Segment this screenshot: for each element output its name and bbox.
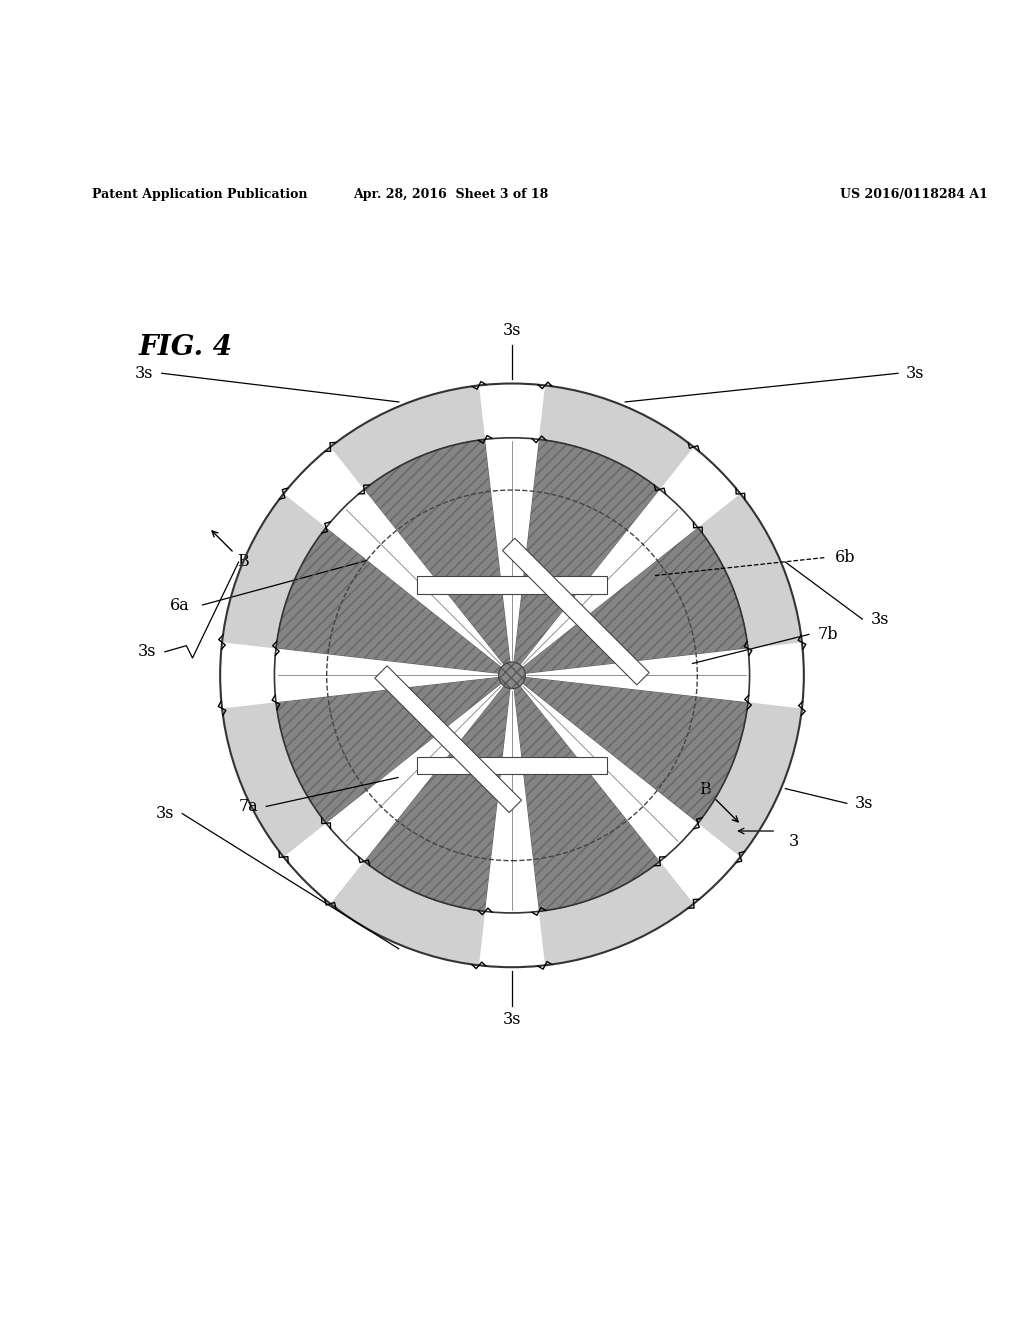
Text: 3s: 3s bbox=[906, 364, 925, 381]
Wedge shape bbox=[485, 438, 539, 676]
Text: 3s: 3s bbox=[503, 322, 521, 339]
Text: 7b: 7b bbox=[817, 626, 838, 643]
Wedge shape bbox=[365, 440, 512, 676]
Wedge shape bbox=[485, 676, 539, 913]
Wedge shape bbox=[659, 447, 740, 528]
Wedge shape bbox=[326, 490, 512, 676]
Wedge shape bbox=[220, 643, 275, 709]
Text: US 2016/0118284 A1: US 2016/0118284 A1 bbox=[840, 187, 987, 201]
Text: 6a: 6a bbox=[170, 597, 189, 614]
Text: B: B bbox=[699, 780, 738, 822]
Wedge shape bbox=[326, 676, 512, 861]
Wedge shape bbox=[659, 824, 740, 904]
Text: 3: 3 bbox=[788, 833, 799, 850]
Text: 3s: 3s bbox=[138, 643, 157, 660]
Wedge shape bbox=[512, 676, 749, 824]
Wedge shape bbox=[274, 648, 512, 702]
Wedge shape bbox=[284, 447, 365, 528]
Wedge shape bbox=[479, 384, 545, 440]
Polygon shape bbox=[503, 539, 649, 685]
Text: 3s: 3s bbox=[503, 1011, 521, 1028]
Wedge shape bbox=[275, 528, 512, 676]
Wedge shape bbox=[512, 490, 698, 676]
Text: FIG. 4: FIG. 4 bbox=[138, 334, 232, 362]
Text: 7a: 7a bbox=[239, 797, 258, 814]
Polygon shape bbox=[417, 577, 607, 594]
Polygon shape bbox=[417, 756, 607, 775]
Wedge shape bbox=[512, 528, 749, 676]
Circle shape bbox=[220, 384, 804, 968]
Text: 3s: 3s bbox=[855, 795, 873, 812]
Text: 3s: 3s bbox=[870, 611, 889, 627]
Text: B: B bbox=[212, 531, 249, 570]
Text: Apr. 28, 2016  Sheet 3 of 18: Apr. 28, 2016 Sheet 3 of 18 bbox=[353, 187, 548, 201]
Wedge shape bbox=[365, 676, 512, 911]
Polygon shape bbox=[375, 665, 521, 813]
Wedge shape bbox=[512, 440, 659, 676]
Wedge shape bbox=[512, 676, 698, 861]
Text: 6b: 6b bbox=[835, 549, 855, 566]
Wedge shape bbox=[512, 676, 659, 911]
Wedge shape bbox=[512, 648, 750, 702]
Text: Patent Application Publication: Patent Application Publication bbox=[92, 187, 307, 201]
Text: 3s: 3s bbox=[156, 805, 174, 822]
Circle shape bbox=[499, 663, 525, 689]
Wedge shape bbox=[479, 911, 545, 968]
Text: 3s: 3s bbox=[135, 364, 154, 381]
Wedge shape bbox=[749, 643, 804, 709]
Wedge shape bbox=[284, 824, 365, 904]
Wedge shape bbox=[275, 676, 512, 824]
